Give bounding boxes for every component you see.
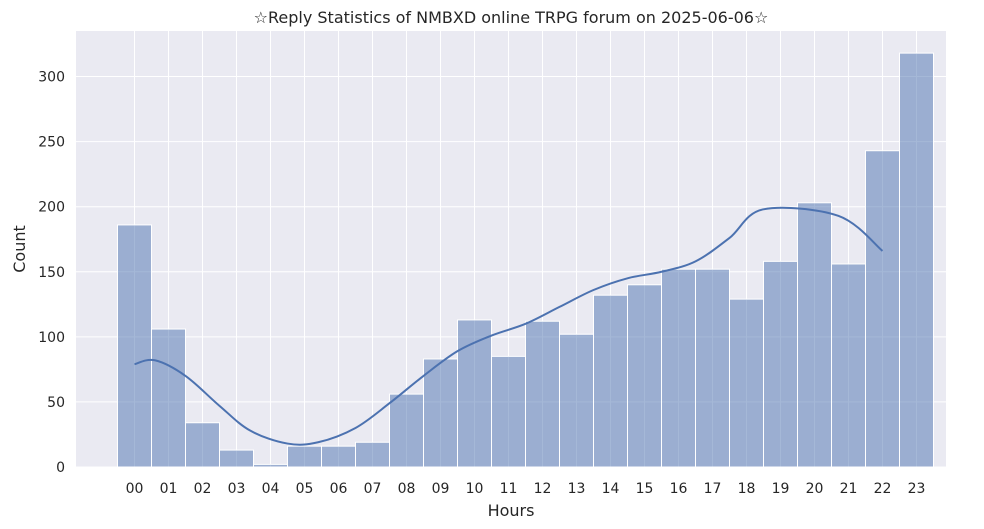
x-tick-label: 20 <box>806 481 824 497</box>
bar-09 <box>423 358 458 468</box>
x-tick-label: 17 <box>704 481 722 497</box>
y-tick-label: 150 <box>38 265 65 281</box>
bar-00 <box>117 224 152 468</box>
chart-title: ☆Reply Statistics of NMBXD online TRPG f… <box>254 8 769 27</box>
bar-18 <box>729 298 764 468</box>
x-tick-label: 19 <box>772 481 790 497</box>
bar-08 <box>389 393 424 468</box>
x-tick-label: 01 <box>160 481 178 497</box>
x-tick-label: 11 <box>500 481 518 497</box>
x-tick-label: 15 <box>636 481 654 497</box>
y-tick-label: 300 <box>38 70 65 86</box>
x-tick-label: 02 <box>194 481 212 497</box>
bar-05 <box>287 445 322 468</box>
bar-19 <box>763 260 798 468</box>
x-tick-label: 10 <box>466 481 484 497</box>
x-tick-label: 00 <box>126 481 144 497</box>
y-axis-label: Count <box>10 225 29 273</box>
bar-15 <box>627 284 662 468</box>
bar-02 <box>185 422 220 468</box>
x-tick-label: 03 <box>228 481 246 497</box>
x-tick-label: 09 <box>432 481 450 497</box>
kde-line <box>134 206 884 446</box>
bar-14 <box>593 294 628 468</box>
bar-16 <box>661 268 696 468</box>
x-tick-label: 14 <box>602 481 620 497</box>
bar-10 <box>457 319 492 468</box>
x-tick-label: 12 <box>534 481 552 497</box>
x-tick-label: 08 <box>398 481 416 497</box>
x-tick-labels: 00 01 02 03 04 05 06 07 08 09 10 11 12 13 14 15 16 17 18 19… <box>126 481 926 497</box>
x-tick-label: 21 <box>840 481 858 497</box>
x-tick-label: 22 <box>874 481 892 497</box>
bar-22 <box>865 150 900 468</box>
bars <box>117 52 934 468</box>
y-tick-label: 50 <box>47 395 65 411</box>
bar-12 <box>525 320 560 468</box>
bar-04 <box>253 463 288 468</box>
y-tick-label: 200 <box>38 200 65 216</box>
x-tick-label: 18 <box>738 481 756 497</box>
y-tick-label: 100 <box>38 330 65 346</box>
x-tick-label: 04 <box>262 481 280 497</box>
bar-21 <box>831 263 866 468</box>
bar-13 <box>559 333 594 468</box>
x-axis-label: Hours <box>488 501 535 520</box>
x-tick-label: 07 <box>364 481 382 497</box>
x-tick-label: 13 <box>568 481 586 497</box>
x-tick-label: 06 <box>330 481 348 497</box>
bar-06 <box>321 445 356 468</box>
x-tick-label: 05 <box>296 481 314 497</box>
bar-20 <box>797 202 832 468</box>
bar-01 <box>151 328 186 468</box>
x-tick-label: 16 <box>670 481 688 497</box>
bar-11 <box>491 355 526 468</box>
bar-03 <box>219 449 254 468</box>
bar-17 <box>695 268 730 468</box>
y-tick-labels: 0 50 100 150 200 250 300 <box>38 70 65 476</box>
y-tick-label: 250 <box>38 135 65 151</box>
bar-23 <box>899 52 934 468</box>
bar-07 <box>355 441 390 468</box>
x-tick-label: 23 <box>908 481 926 497</box>
y-tick-label: 0 <box>56 460 65 476</box>
